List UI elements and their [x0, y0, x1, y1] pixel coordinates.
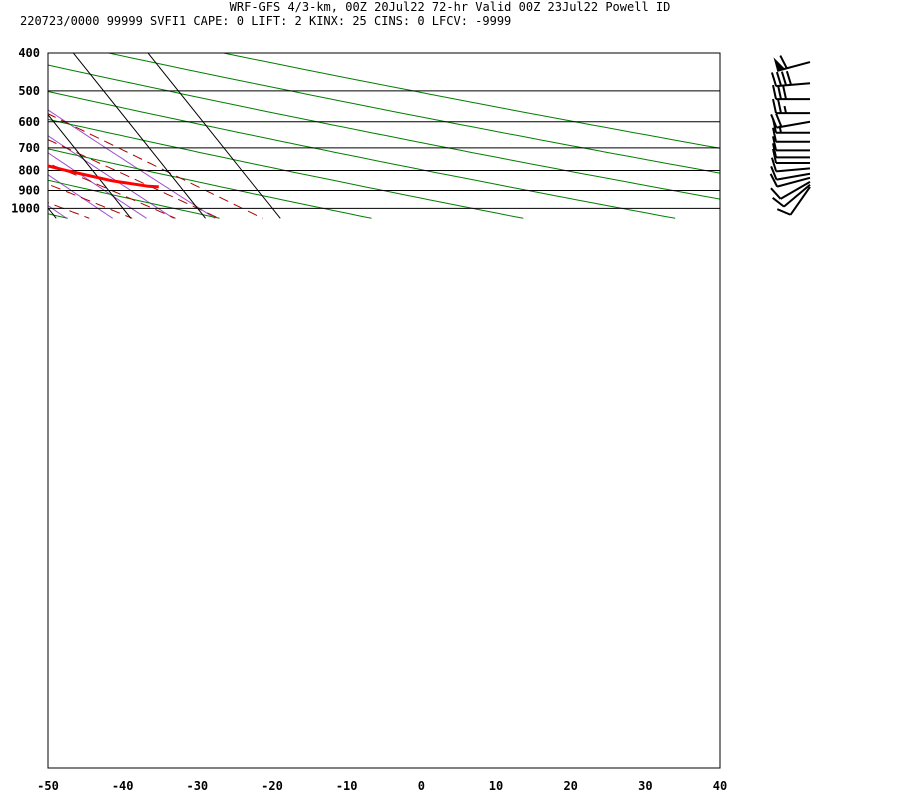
wind-barb — [772, 118, 810, 134]
barb-feather — [772, 148, 777, 164]
barb-feather — [779, 55, 788, 69]
moist-adiabat-line — [48, 162, 176, 219]
mixing-ratio-line — [48, 152, 147, 219]
x-tick-label: -10 — [336, 779, 358, 793]
barb-feather — [770, 165, 778, 180]
y-tick-label: 700 — [18, 141, 40, 155]
profiles — [48, 164, 159, 189]
barb-staff — [776, 120, 811, 129]
y-tick-label: 500 — [18, 84, 40, 98]
grid — [48, 53, 720, 219]
dry-adiabat-line — [48, 118, 524, 219]
wind-barb — [772, 148, 810, 164]
isotherm-line — [48, 113, 132, 219]
x-tick-label: -50 — [37, 779, 59, 793]
barb-feather — [785, 70, 793, 86]
plot-frame — [47, 52, 721, 769]
x-tick-label: -20 — [261, 779, 283, 793]
y-tick-label: 1000 — [11, 201, 40, 215]
header-title: WRF-GFS 4/3-km, 00Z 20Jul22 72-hr Valid … — [230, 0, 671, 14]
header-indices: 220723/0000 99999 SVFI1 CAPE: 0 LIFT: 2 … — [20, 14, 511, 28]
barb-staff — [789, 186, 811, 216]
barb-feather — [772, 84, 777, 100]
barb-half-feather — [778, 125, 782, 133]
barb-feather — [775, 71, 783, 87]
dry-adiabat-line — [48, 90, 676, 219]
x-tick-label: 40 — [713, 779, 727, 793]
wind-barb — [770, 165, 811, 181]
y-tick-label: 800 — [18, 164, 40, 178]
x-tick-label: -30 — [186, 779, 208, 793]
moist-adiabat-line — [48, 139, 220, 219]
dry-adiabat-line — [106, 53, 720, 174]
barb-staff — [776, 82, 811, 88]
barb-feather — [776, 208, 791, 216]
x-tick-label: 20 — [563, 779, 577, 793]
isotherm-line — [147, 53, 281, 219]
barb-half-feather — [783, 105, 787, 114]
barb-feather — [772, 98, 777, 114]
mixing-ratio-line — [48, 135, 174, 219]
barb-feather — [782, 84, 787, 100]
barb-feather — [772, 197, 785, 208]
isotherm-line — [72, 53, 206, 219]
barb-feather — [769, 173, 779, 188]
wind-barb — [772, 127, 810, 143]
barb-staff — [776, 172, 811, 181]
moist-adiabat-line — [48, 183, 133, 219]
y-tick-label: 600 — [18, 115, 40, 129]
barb-feather — [772, 127, 777, 142]
dry-adiabat-line — [48, 148, 372, 219]
barb-staff — [783, 184, 811, 208]
y-tick-label: 900 — [18, 184, 40, 198]
barb-feather — [772, 143, 777, 158]
wind-barb — [769, 173, 811, 188]
tick-labels: -50 -40 -30 -20 -10 0 10 20 30 40 400 500 600 700 800 9… — [11, 46, 727, 793]
barb-feather — [780, 71, 788, 86]
barb-feather — [770, 157, 778, 172]
temperature-line — [48, 164, 159, 189]
barb-feather — [770, 187, 782, 200]
wind-barb — [772, 143, 810, 159]
barb-staff — [776, 167, 811, 173]
x-tick-label: 30 — [638, 779, 652, 793]
y-tick-label: 400 — [18, 46, 40, 60]
dry-adiabat-line — [221, 53, 720, 149]
barb-feather — [772, 136, 777, 151]
x-tick-label: 10 — [489, 779, 503, 793]
wind-barb — [772, 84, 810, 101]
wind-barbs — [769, 55, 811, 216]
wind-barb — [773, 55, 811, 72]
barb-feather — [775, 113, 783, 128]
moist-adiabat-line — [48, 113, 264, 219]
x-tick-label: 0 — [418, 779, 425, 793]
barb-staff — [780, 180, 811, 200]
wind-barb — [770, 157, 811, 173]
barb-pennant — [773, 57, 785, 71]
mixing-ratio-line — [48, 109, 216, 219]
wind-barb — [770, 180, 811, 200]
barb-feather — [777, 84, 782, 100]
x-tick-label: -40 — [112, 779, 134, 793]
wind-barb — [772, 98, 810, 115]
wind-barb — [776, 186, 811, 216]
barb-feather — [777, 98, 782, 114]
barb-feather — [770, 72, 778, 87]
barb-feather — [772, 118, 777, 133]
wind-barb — [772, 136, 810, 152]
barb-staff — [776, 176, 811, 188]
wind-barb — [772, 184, 811, 208]
wind-barb — [770, 70, 811, 88]
